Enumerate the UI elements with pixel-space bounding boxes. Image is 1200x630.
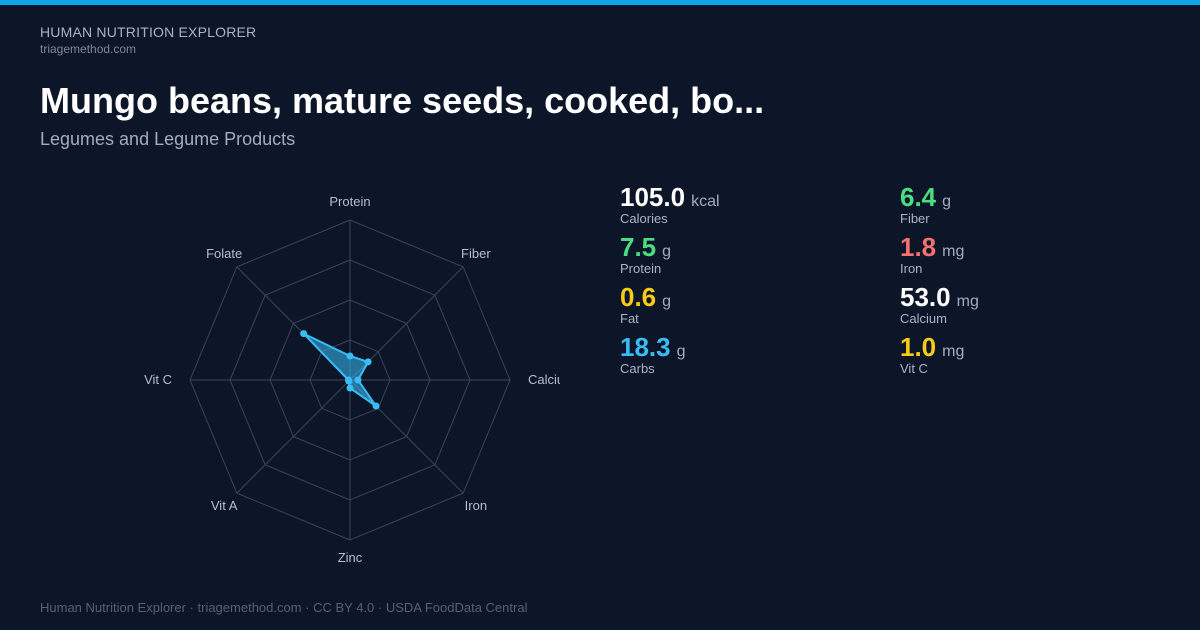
radar-axis-label: Iron: [465, 498, 487, 513]
stat-label: Calories: [620, 211, 668, 226]
stat-value: 1.8: [900, 232, 937, 262]
stat-fat: 0.6 g Fat: [620, 283, 671, 326]
food-category: Legumes and Legume Products: [40, 129, 296, 149]
stat-value: 7.5: [620, 232, 657, 262]
radar-point-fiber: [364, 358, 372, 366]
page-title: Mungo beans, mature seeds, cooked, bo...: [40, 80, 765, 121]
radar-axis-label: Folate: [206, 246, 242, 261]
stat-calories: 105.0 kcal Calories: [620, 183, 720, 226]
stat-unit: g: [662, 243, 672, 260]
radar-axis-label: Vit A: [211, 498, 238, 513]
stat-label: Vit C: [900, 361, 928, 376]
stat-label: Calcium: [900, 311, 947, 326]
top-accent-bar: [0, 0, 1200, 5]
radar-point-iron: [372, 402, 380, 410]
brand-name: HUMAN NUTRITION EXPLORER: [40, 24, 257, 40]
radar-axis-label: Protein: [329, 194, 370, 209]
stat-unit: mg: [942, 343, 965, 360]
stat-unit: mg: [956, 293, 979, 310]
stat-value: 53.0: [900, 282, 951, 312]
stat-value: 1.0: [900, 332, 937, 362]
radar-axis-label: Vit C: [144, 372, 172, 387]
stat-carbs: 18.3 g Carbs: [620, 333, 686, 376]
radar-axis-label: Zinc: [338, 550, 363, 565]
stat-label: Carbs: [620, 361, 655, 376]
footer-credits: Human Nutrition Explorer · triagemethod.…: [40, 600, 528, 615]
stat-value: 6.4: [900, 182, 937, 212]
stat-label: Fiber: [900, 211, 930, 226]
nutrient-radar-chart: Protein Fiber Calcium Iron Zinc Vit A Vit C Fol…: [144, 194, 560, 565]
stat-calcium: 53.0 mg Calcium: [900, 283, 979, 326]
radar-point-calcium: [354, 376, 362, 384]
stat-value: 18.3: [620, 332, 671, 362]
stat-unit: mg: [942, 243, 965, 260]
radar-axis-label: Fiber: [461, 246, 491, 261]
stat-protein: 7.5 g Protein: [620, 233, 671, 276]
radar-spoke: [236, 379, 351, 494]
stat-value: 0.6: [620, 282, 657, 312]
stat-fiber: 6.4 g Fiber: [900, 183, 951, 226]
radar-point-vit-c: [344, 376, 352, 384]
stat-label: Iron: [900, 261, 923, 276]
site-url: triagemethod.com: [40, 42, 137, 56]
stat-unit: kcal: [691, 193, 720, 210]
radar-point-protein: [346, 352, 354, 360]
radar-point-folate: [300, 330, 308, 338]
radar-point-zinc: [346, 384, 354, 392]
stat-unit: g: [942, 193, 952, 210]
stat-iron: 1.8 mg Iron: [900, 233, 964, 276]
stat-value: 105.0: [620, 182, 686, 212]
stat-label: Protein: [620, 261, 662, 276]
stat-unit: g: [676, 343, 686, 360]
stat-label: Fat: [620, 311, 639, 326]
radar-axis-label: Calcium: [528, 372, 560, 387]
stat-vit-c: 1.0 mg Vit C: [900, 333, 964, 376]
stat-unit: g: [662, 293, 672, 310]
